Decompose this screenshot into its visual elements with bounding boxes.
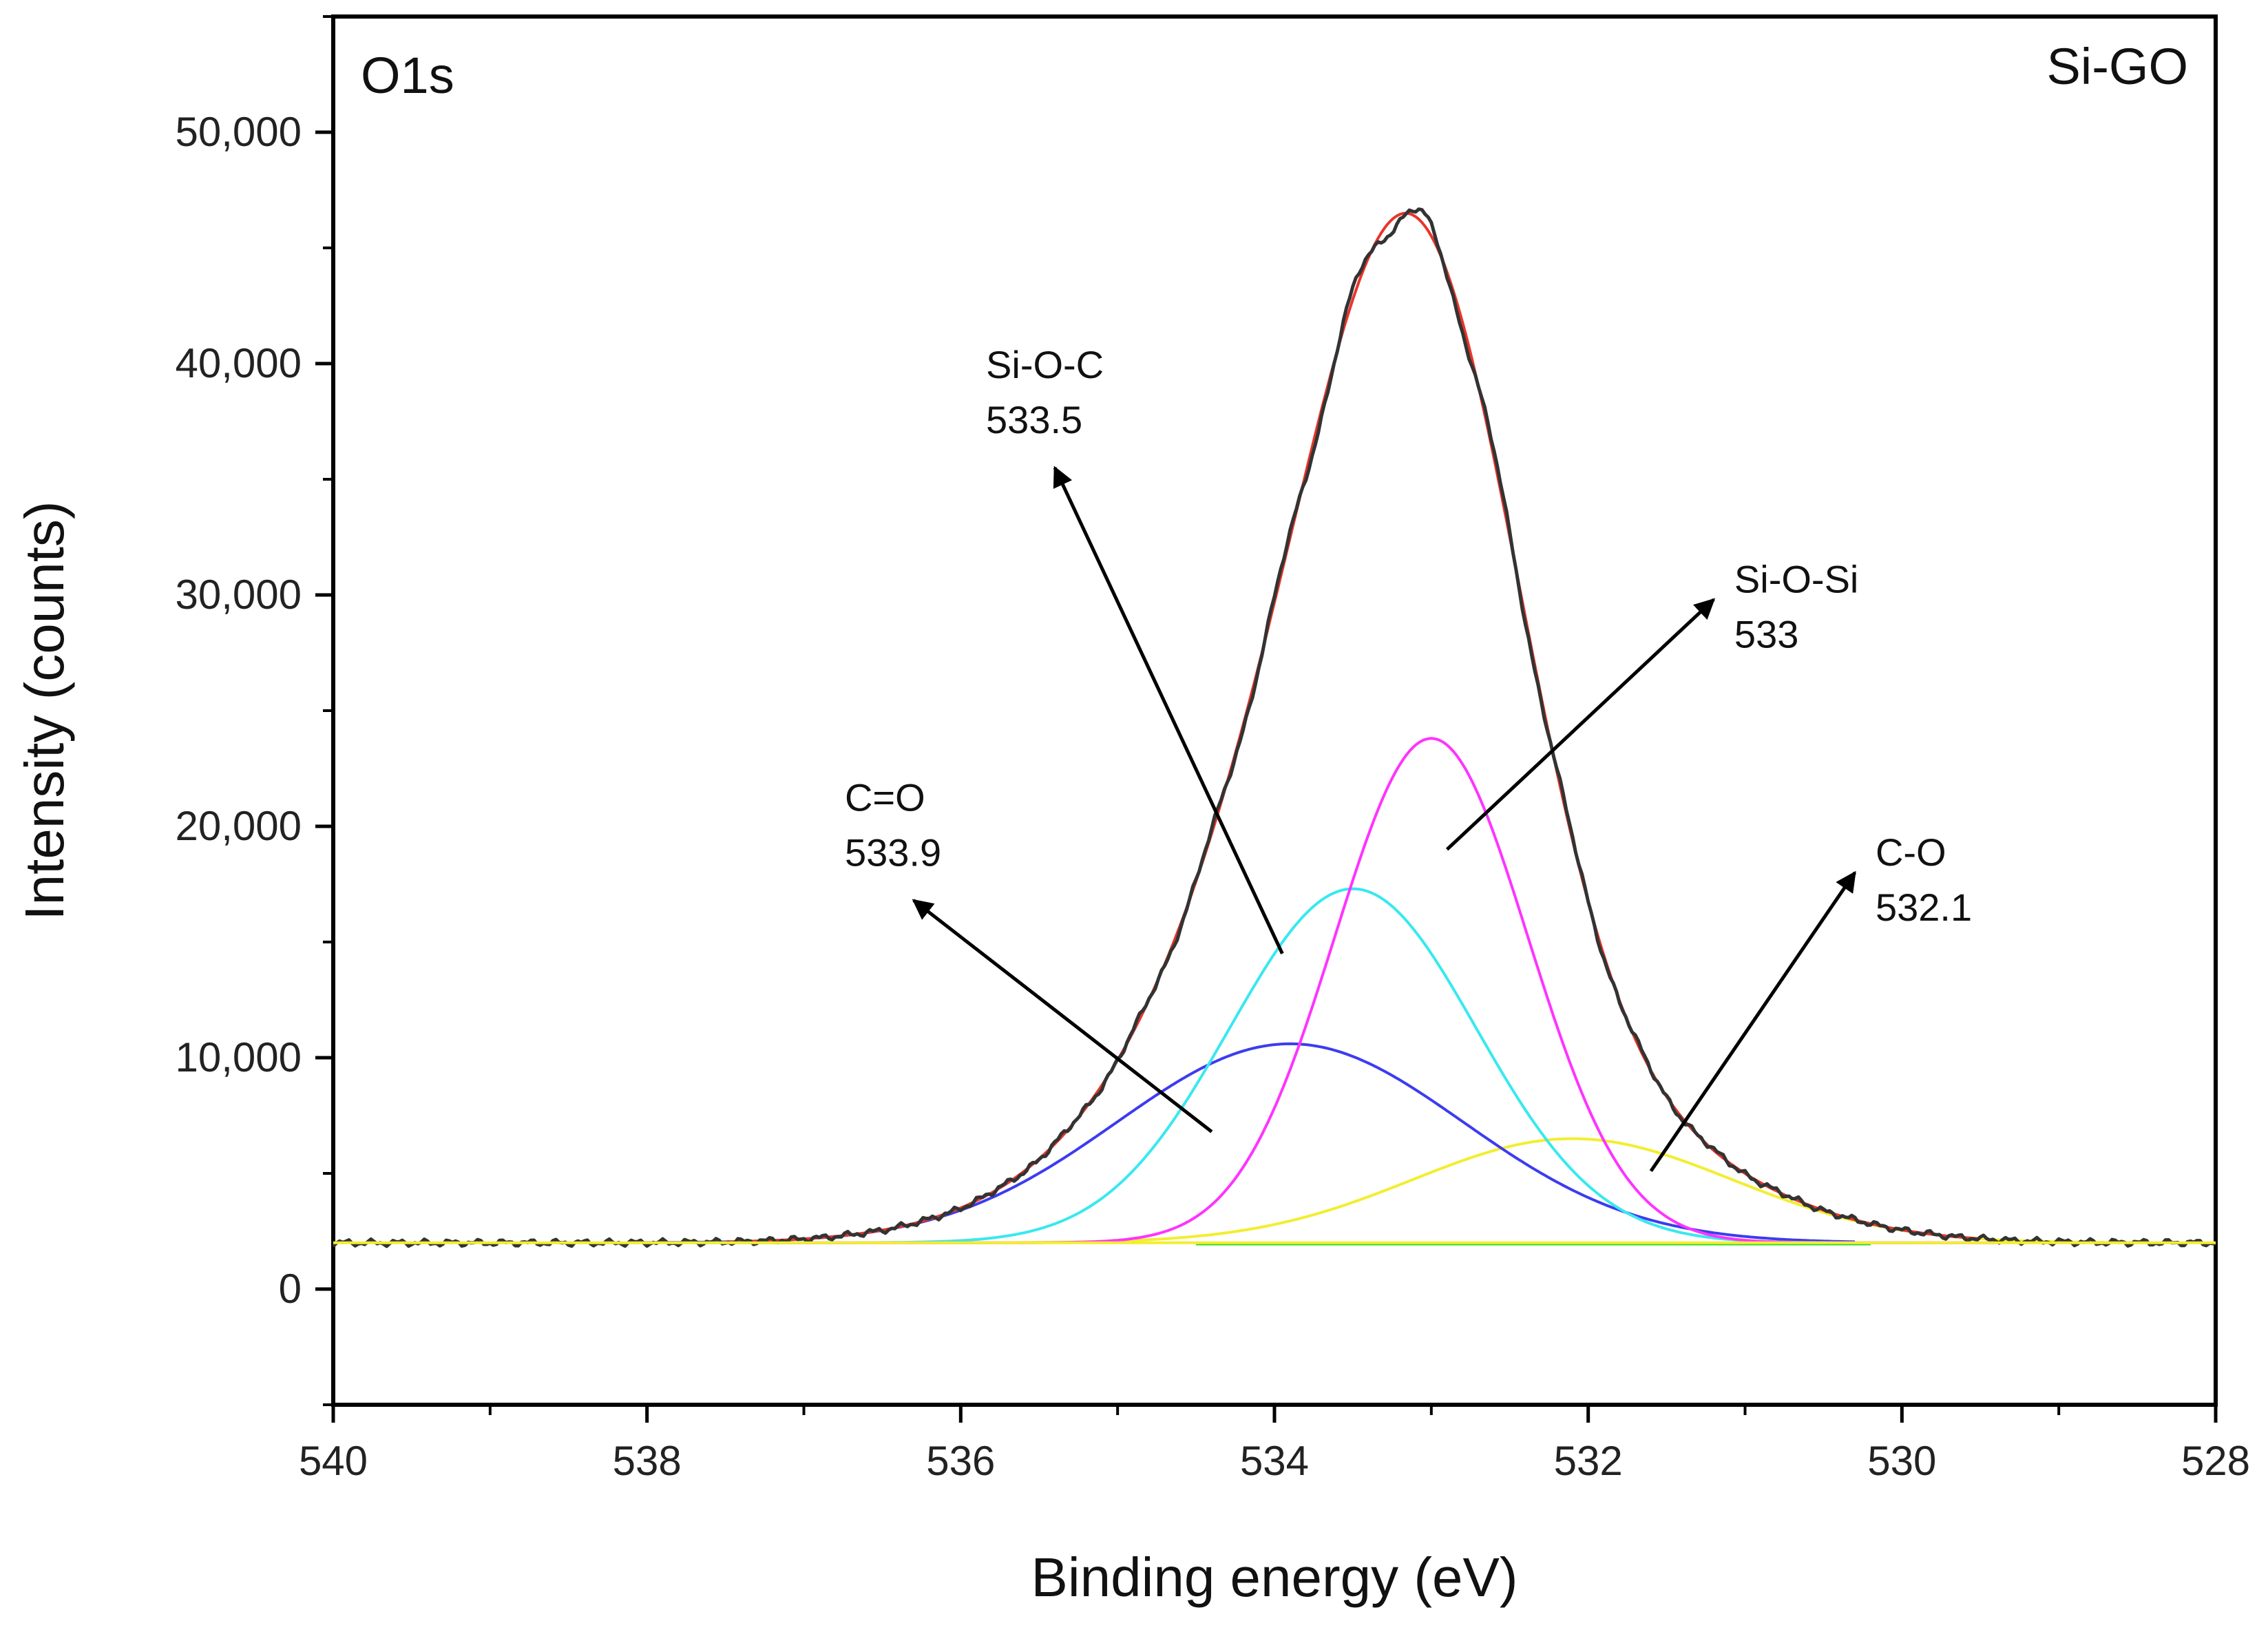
x-axis-title: Binding energy (eV) — [1031, 1547, 1518, 1608]
y-axis: 0 10,000 20,000 30,000 40,000 50,000 — [175, 15, 333, 1406]
x-tick-label: 536 — [926, 1438, 995, 1484]
series-c-o — [914, 1137, 2138, 1244]
annotation-arrow — [912, 899, 1213, 1133]
series-si-o-c — [694, 887, 1918, 1244]
x-tick-label: 538 — [613, 1438, 682, 1484]
x-tick-label: 532 — [1554, 1438, 1623, 1484]
annotation-label: C-O — [1876, 830, 1946, 874]
x-tick-label: 534 — [1240, 1438, 1309, 1484]
annotation-arrow — [1445, 598, 1716, 851]
annotation-label: Si-O-C — [986, 343, 1104, 386]
x-tick-label: 528 — [2181, 1438, 2250, 1484]
annotation-value: 533 — [1734, 613, 1798, 656]
annotation-value: 533.5 — [986, 398, 1082, 441]
annotation-value: 533.9 — [845, 831, 941, 875]
y-tick-label: 40,000 — [175, 340, 302, 386]
series-experimental — [332, 207, 2216, 1248]
y-tick-label: 50,000 — [175, 109, 302, 155]
annotation-label: Si-O-Si — [1734, 558, 1858, 601]
x-axis: 540 538 536 534 532 530 528 — [299, 1405, 2250, 1484]
x-tick-label: 540 — [299, 1438, 368, 1484]
annotation-label: C=O — [845, 776, 925, 819]
series-si-o-si — [772, 737, 1996, 1244]
y-tick-label: 10,000 — [175, 1034, 302, 1080]
panel-label-left: O1s — [361, 47, 454, 104]
plot-frame — [331, 14, 2218, 1407]
series-layer — [332, 207, 2216, 1248]
x-tick-label: 530 — [1867, 1438, 1936, 1484]
panel-label-right: Si-GO — [2046, 38, 2188, 95]
annotation-arrow — [1053, 465, 1284, 954]
series-envelope-fit- — [725, 211, 1981, 1244]
annotation-layer: Si-O-C 533.5 Si-O-Si 533 C=O 533.9 C-O 532.1 — [845, 343, 1972, 1173]
y-axis-title: Intensity (counts) — [14, 501, 75, 920]
annotation-value: 532.1 — [1876, 886, 1972, 929]
y-tick-label: 20,000 — [175, 803, 302, 849]
annotation-arrow — [1649, 870, 1857, 1173]
y-tick-label: 0 — [279, 1266, 302, 1312]
y-tick-label: 30,000 — [175, 572, 302, 618]
